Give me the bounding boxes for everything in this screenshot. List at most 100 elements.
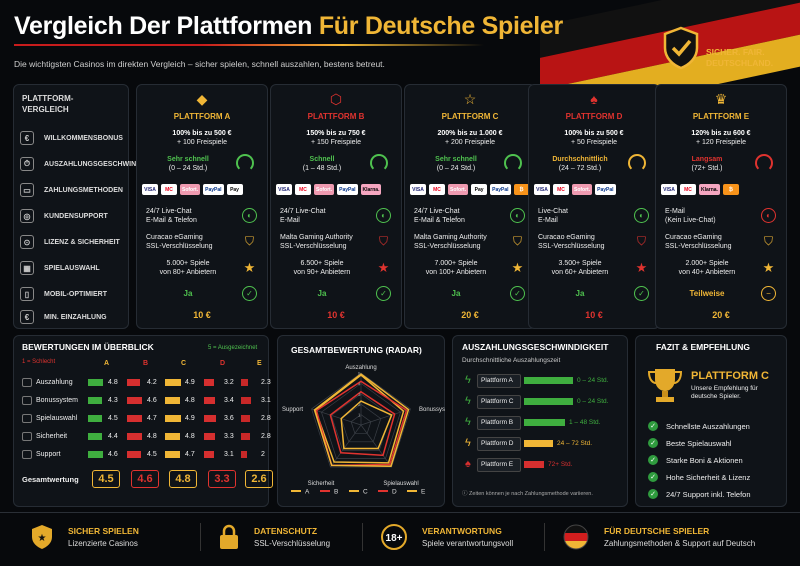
- games-providers: von 90+ Anbietern: [293, 269, 351, 276]
- games-cell: 7.000+ Spiele von 100+ Anbietern: [390, 259, 522, 277]
- check-icon: ✓: [648, 489, 658, 499]
- payment-method-logo: MC: [680, 184, 696, 195]
- spade-logo-icon: ♠: [590, 91, 598, 107]
- minus-circle-icon: −: [761, 286, 776, 301]
- payment-method-logo: Sofort.: [314, 184, 335, 195]
- rating-value: 3.3: [224, 433, 234, 440]
- platform-name: PLATTFORM A: [173, 112, 231, 121]
- min-deposit-value: 10 €: [327, 310, 345, 320]
- shield-icon: ⛉: [378, 234, 388, 248]
- radar-legend-label: B: [334, 489, 338, 496]
- fazit-point-text: Schnellste Auszahlungen: [666, 421, 750, 431]
- rating-value: 3.4: [224, 397, 234, 404]
- games-cell: 2.000+ Spiele von 40+ Anbietern: [641, 259, 773, 277]
- rating-column-header: A: [104, 360, 110, 367]
- headset-icon: ◐: [761, 208, 776, 223]
- star-icon: ★: [377, 259, 390, 275]
- row-label: ▯ MOBIL-OPTIMIERT: [20, 284, 107, 304]
- page-title: Vergleich Der Plattformen Für Deutsche S…: [14, 12, 563, 41]
- payment-method-logo: Pay: [471, 184, 488, 195]
- rating-bar: [88, 451, 103, 458]
- footer-divider: [200, 523, 201, 551]
- payment-method-logo: PayPal: [203, 184, 224, 195]
- payment-method-logo: VISA: [142, 184, 158, 195]
- games-count: 2.000+ Spiele: [685, 260, 729, 267]
- shield-icon: ⛉: [512, 234, 522, 248]
- speed-platform-name: Plattform D: [481, 440, 514, 447]
- row-label-text: SPIELAUSWAHL: [44, 264, 100, 272]
- radar-tick-label: 4: [358, 381, 361, 386]
- footer-divider: [544, 523, 545, 551]
- row-icon: ▯: [20, 287, 34, 301]
- rating-value: 4.5: [147, 451, 157, 458]
- rating-value: 3.6: [224, 415, 234, 422]
- radar-series-B: [315, 380, 408, 467]
- category-icon: [22, 432, 32, 441]
- lightning-icon: ϟ: [465, 374, 471, 386]
- support-line-1: 24/7 Live-Chat: [280, 208, 326, 215]
- rating-value: 4.6: [147, 397, 157, 404]
- speed-range: (72+ Std.): [691, 165, 723, 172]
- min-deposit-value: 20 €: [712, 310, 730, 320]
- min-deposit-value: 20 €: [461, 310, 479, 320]
- radar-axis-label: Support: [282, 407, 303, 413]
- footer-title: VERANTWORTUNG: [422, 526, 502, 536]
- footer-item: 18+ VERANTWORTUNG Spiele verantwortungsvol…: [380, 521, 513, 553]
- license-cell: Malta Gaming Authority SSL-Verschlüsselun…: [270, 233, 402, 251]
- games-cell: 3.500+ Spiele von 60+ Anbietern: [514, 259, 646, 277]
- row-label: € WILLKOMMENSBONUS: [20, 128, 123, 148]
- row-label: ▭ ZAHLUNGSMETHODEN: [20, 180, 123, 200]
- total-score: 3.3: [208, 470, 236, 488]
- footer-text: SICHER SPIELEN Lizenzierte Casinos: [68, 526, 139, 548]
- speed-platform-name: Plattform A: [481, 377, 513, 384]
- speed-name-box: [477, 458, 521, 472]
- payment-method-logo: Pay: [226, 184, 243, 195]
- rating-bar: [204, 451, 214, 458]
- row-label-text: LIZENZ & SICHERHEIT: [44, 238, 120, 246]
- check-circle-icon: ✓: [376, 286, 391, 301]
- rating-value: 2.8: [261, 415, 271, 422]
- payment-methods: VISA MC Klarna. ₿: [661, 184, 739, 195]
- license-name: Curacao eGaming: [146, 234, 203, 241]
- check-circle-icon: ✓: [634, 286, 649, 301]
- radar-chart: Auszahlung Bonussystem Spielauswahl Sicherh…: [282, 365, 445, 496]
- platform-name: PLATTFORM D: [565, 112, 623, 121]
- radar-legend-label: C: [363, 489, 368, 496]
- rating-value: 4.6: [108, 451, 118, 458]
- fazit-panel: [635, 335, 787, 507]
- games-count: 6.500+ Spiele: [300, 260, 344, 267]
- rating-value: 4.8: [185, 433, 195, 440]
- payment-methods: VISA MC Sofort. PayPal Klarna.: [276, 184, 382, 195]
- rating-bar: [127, 451, 141, 458]
- total-score: 2.6: [245, 470, 273, 488]
- hexagon-logo-icon: ⬡: [329, 90, 343, 107]
- speed-range: (1 – 48 Std.): [302, 165, 342, 172]
- license-ssl: SSL-Verschlüsselung: [665, 243, 732, 250]
- row-icon: ▦: [20, 261, 34, 275]
- shield-check-icon: [663, 26, 699, 70]
- license-name: Malta Gaming Authority: [280, 234, 353, 241]
- svg-text:★: ★: [38, 533, 47, 544]
- mobile-value: Teilweise: [689, 289, 725, 298]
- check-circle-icon: ✓: [510, 286, 525, 301]
- speed-subtitle: Durchschnittliche Auszahlungszeit: [462, 357, 561, 364]
- fazit-point: ✓ Beste Spielauswahl: [648, 438, 731, 448]
- rating-value: 4.5: [108, 415, 118, 422]
- support-line-2: E-Mail: [280, 217, 300, 224]
- rating-value: 2: [261, 451, 265, 458]
- license-cell: Curacao eGaming SSL-Verschlüsselung: [136, 233, 268, 251]
- row-label-text: AUSZAHLUNGSGESCHWINDIGKEIT: [44, 160, 165, 168]
- speed-label: Langsam: [691, 156, 723, 163]
- footer-item: ★ SICHER SPIELEN Lizenzierte Casinos: [30, 521, 139, 553]
- ratings-legend-low: 1 = Schlecht: [22, 359, 56, 365]
- rating-bar: [127, 379, 140, 386]
- speed-bar-label: 0 – 24 Std.: [577, 377, 609, 384]
- bonus-spins: + 150 Freispiele: [310, 139, 361, 146]
- support-line-2: E-Mail: [538, 217, 558, 224]
- bonus-cell: 100% bis zu 500 € + 100 Freispiele: [136, 129, 268, 147]
- speed-name-box: [477, 374, 521, 388]
- radar-grid: [350, 414, 372, 434]
- support-cell: Live-Chat E-Mail: [528, 207, 660, 225]
- speedometer-icon: [504, 154, 522, 172]
- check-icon: ✓: [648, 438, 658, 448]
